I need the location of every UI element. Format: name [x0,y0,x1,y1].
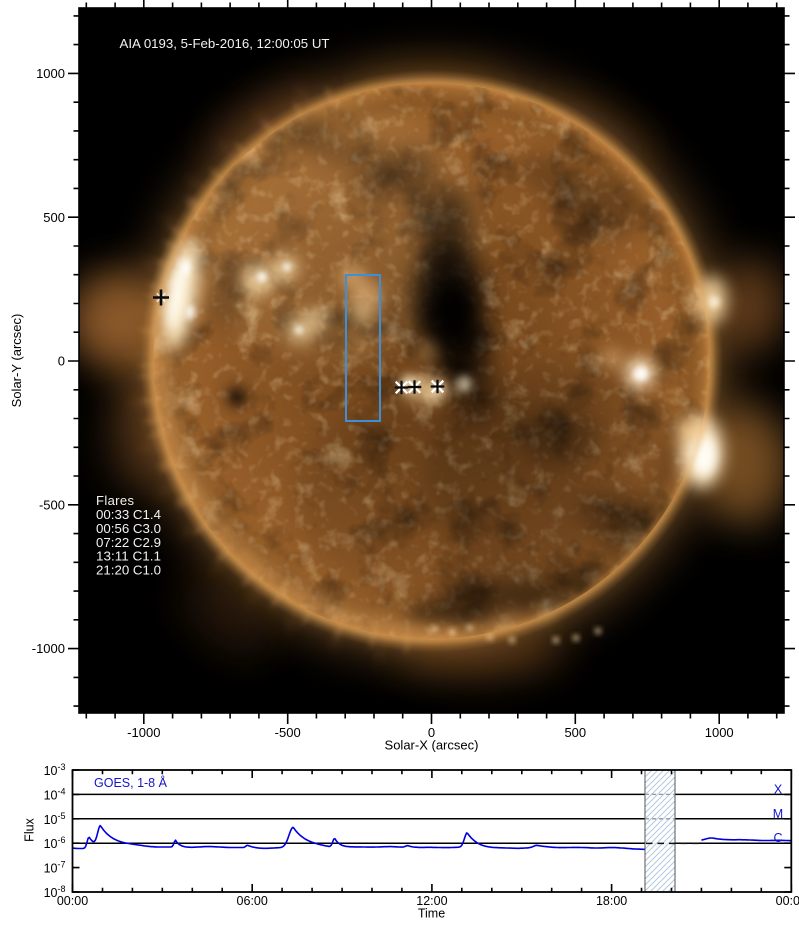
svg-text:Solar-X (arcsec): Solar-X (arcsec) [385,738,479,753]
svg-text:500: 500 [564,725,586,740]
svg-text:18:00: 18:00 [596,894,627,908]
svg-text:X: X [774,782,783,796]
svg-text:Flares: Flares [96,493,135,508]
svg-text:12:00: 12:00 [416,894,447,908]
svg-text:500: 500 [43,210,65,225]
svg-text:Time: Time [418,907,445,921]
svg-text:Solar-Y (arcsec): Solar-Y (arcsec) [9,314,24,408]
svg-text:1000: 1000 [705,725,734,740]
svg-text:-500: -500 [275,725,301,740]
svg-text:C: C [773,831,782,845]
svg-text:1000: 1000 [36,66,65,81]
svg-text:00:56 C3.0: 00:56 C3.0 [96,521,161,536]
svg-text:0: 0 [58,354,65,369]
svg-text:00:00: 00:00 [57,894,88,908]
svg-text:07:22 C2.9: 07:22 C2.9 [96,535,161,550]
svg-text:06:00: 06:00 [237,894,268,908]
svg-text:-1000: -1000 [32,641,65,656]
svg-text:-1000: -1000 [127,725,160,740]
svg-text:Flux: Flux [23,817,37,841]
svg-text:00:00: 00:00 [776,894,799,908]
svg-text:00:33 C1.4: 00:33 C1.4 [96,507,161,522]
svg-text:GOES, 1-8 Å: GOES, 1-8 Å [94,775,168,790]
svg-text:0: 0 [428,725,435,740]
svg-text:21:20 C1.0: 21:20 C1.0 [96,563,161,578]
svg-text:13:11 C1.1: 13:11 C1.1 [96,549,161,564]
svg-text:M: M [773,807,783,821]
svg-text:-500: -500 [39,497,65,512]
svg-text:AIA 0193, 5-Feb-2016, 12:00:05: AIA 0193, 5-Feb-2016, 12:00:05 UT [120,36,330,51]
